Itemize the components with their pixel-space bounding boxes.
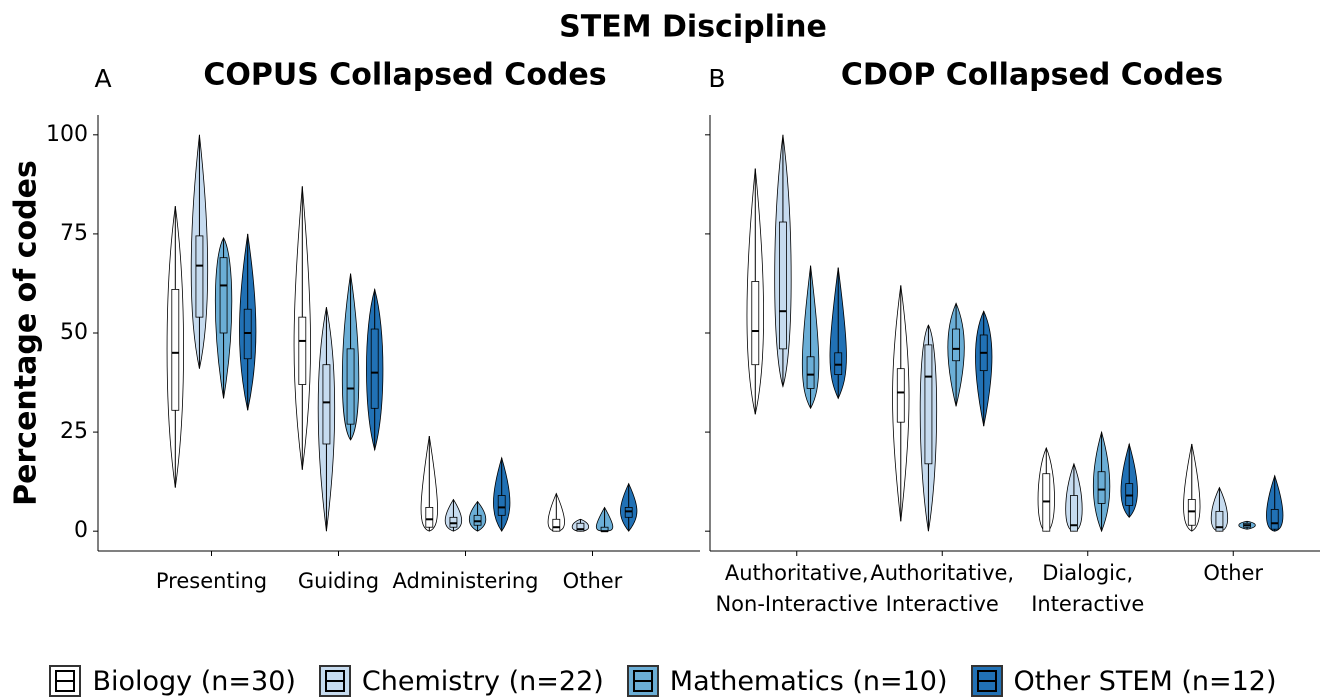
x-tick-label: Authoritative, Non-Interactive — [715, 561, 879, 616]
legend-item: Mathematics (n=10) — [626, 664, 948, 698]
box — [195, 235, 204, 318]
x-tick-label: Other — [562, 569, 623, 593]
chart: STEM Discipline COPUS Collapsed Codes A Pe… — [9, 10, 1320, 556]
y-tick-label: 100 — [46, 122, 88, 147]
legend-label: Mathematics (n=10) — [669, 665, 948, 697]
box — [322, 364, 331, 445]
panel-title: CDOP Collapsed Codes — [841, 58, 1223, 93]
box — [751, 281, 760, 366]
box — [576, 522, 585, 532]
panel-title: COPUS Collapsed Codes — [203, 58, 606, 93]
legend-label: Chemistry (n=22) — [361, 665, 604, 697]
figure-title: STEM Discipline — [559, 10, 827, 45]
legend-item: Biology (n=30) — [48, 664, 296, 698]
box — [1097, 471, 1106, 504]
x-tick-label: Dialogic, Interactive — [1031, 561, 1145, 616]
box — [1215, 510, 1224, 532]
y-tick-label: 75 — [60, 221, 88, 246]
box — [1070, 495, 1078, 532]
legend-label: Other STEM (n=12) — [1013, 665, 1277, 697]
y-axis-label: Percentage of codes — [9, 160, 44, 506]
box — [806, 356, 815, 389]
legend-swatch — [626, 665, 659, 697]
box — [425, 506, 434, 528]
legend-item: Chemistry (n=22) — [318, 664, 604, 698]
legend-swatch — [49, 665, 82, 697]
x-tick-label: Authoritative, Interactive — [870, 561, 1015, 616]
legend: Biology (n=30) Chemistry (n=22) Mathematic… — [0, 662, 1325, 700]
box — [896, 368, 905, 423]
box — [171, 288, 180, 411]
legend-swatch — [318, 665, 351, 697]
box — [552, 518, 561, 532]
box — [779, 221, 787, 350]
legend-item: Other STEM (n=12) — [970, 664, 1277, 698]
x-tick-label: Other — [1203, 561, 1264, 585]
box — [497, 495, 506, 516]
box — [298, 316, 307, 385]
box — [952, 328, 960, 362]
box — [346, 348, 355, 425]
box — [219, 257, 228, 334]
panel-label: A — [94, 64, 111, 93]
y-tick-label: 50 — [60, 320, 88, 345]
panel-label: B — [708, 64, 725, 93]
box — [370, 328, 379, 409]
x-tick-label: Guiding — [297, 569, 380, 593]
box — [1270, 508, 1279, 530]
box — [924, 344, 933, 465]
legend-label: Biology (n=30) — [92, 665, 296, 697]
y-tick-label: 25 — [60, 419, 88, 444]
x-tick-label: Presenting — [155, 569, 268, 593]
y-tick-label: 0 — [74, 518, 88, 543]
x-tick-label: Administering — [392, 569, 539, 593]
legend-swatch — [970, 665, 1003, 697]
